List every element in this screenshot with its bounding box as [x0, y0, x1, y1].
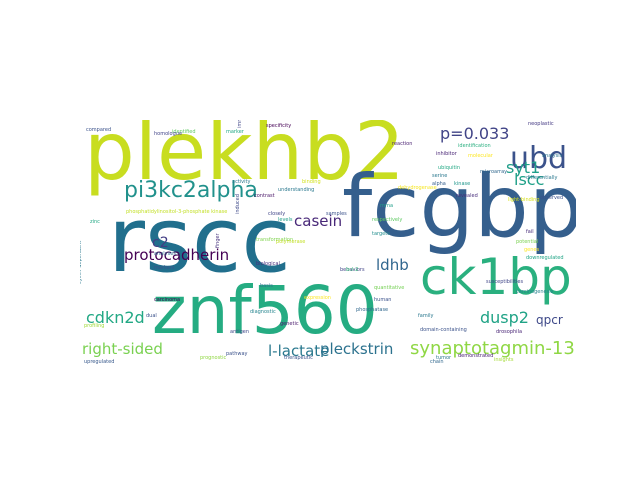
- word-l-lactate: l-lactate: [268, 342, 330, 360]
- word-pathway: pathway: [226, 351, 248, 357]
- word-understanding: understanding: [278, 187, 315, 193]
- word-compared: compared: [86, 127, 112, 133]
- word-induced: induced: [235, 194, 241, 214]
- word-respectively: respectively: [372, 217, 403, 223]
- word-phosphatidylinositol-kinase: phosphatidylinositol-3-phosphate kinase: [126, 209, 228, 215]
- word-observed: observed: [540, 195, 564, 201]
- word-inhibitor: inhibitor: [436, 151, 457, 157]
- word-human: human: [374, 297, 392, 303]
- word-pi3kc2alpha: pi3kc2alpha: [124, 178, 258, 203]
- word-lscc: lscc: [514, 170, 545, 189]
- word-c2: c2: [152, 235, 169, 251]
- word-genetic: genetic: [280, 321, 299, 327]
- word-protocadherin: protocadherin: [124, 246, 230, 264]
- word-ubd: ubd: [510, 141, 568, 176]
- word-susceptibilities: susceptibilities: [486, 279, 524, 285]
- word-finger: finger: [215, 233, 221, 248]
- word-pleckstrin: pleckstrin: [320, 340, 394, 358]
- word-immunohistochemical: immunohistochemical: [237, 120, 243, 128]
- word-tumor: tumor: [436, 355, 452, 361]
- word-activity: activity: [232, 179, 251, 185]
- word-chain: chain: [430, 359, 444, 365]
- word-identified: identified: [172, 129, 196, 135]
- word-cdkn2d: cdkn2d: [86, 308, 145, 327]
- word-ubiquitin: ubiquitin: [438, 165, 460, 171]
- word-levels: levels: [278, 217, 293, 223]
- word-insights: insights: [494, 357, 514, 363]
- word-drosophila: drosophila: [496, 329, 523, 335]
- word-antigen: antigen: [230, 329, 250, 335]
- word-cloud: plekhb2 rscc fcgbp znf560 ck1bp pi3kc2al…: [80, 120, 576, 368]
- word-closely: closely: [268, 211, 286, 217]
- word-ldhb: ldhb: [376, 256, 409, 274]
- word-expression: expression: [304, 295, 331, 301]
- word-p-value: p=0.033: [440, 124, 510, 143]
- word-homologue: homologue: [154, 131, 183, 137]
- word-differentially: differentially: [526, 175, 558, 181]
- word-markers: markers: [154, 265, 175, 271]
- word-marker: marker: [226, 129, 244, 135]
- word-alpha: alpha: [432, 181, 446, 187]
- word-synaptotagmin-13: synaptotagmin-13: [410, 338, 575, 359]
- word-serine: serine: [432, 173, 448, 179]
- word-prognostic: prognostic: [200, 355, 227, 361]
- word-zinc: zinc: [90, 219, 100, 225]
- word-polymerase: polymerase: [276, 239, 306, 245]
- word-dehydrogenase: dehydrogenase: [398, 185, 437, 191]
- word-analysis: analysis: [542, 153, 563, 159]
- word-qpcr: qpcr: [536, 313, 563, 327]
- word-diagnostic: diagnostic: [250, 309, 276, 315]
- word-profiling: profiling: [84, 323, 105, 329]
- word-potential: potential: [516, 239, 539, 245]
- word-plekhb2: plekhb2: [84, 120, 405, 198]
- word-carcinoma: carcinoma: [154, 297, 181, 303]
- word-analyses: analyses: [154, 251, 176, 257]
- word-mrna: mrna: [380, 203, 394, 209]
- word-znf560: znf560: [152, 272, 378, 349]
- word-fcgbp: fcgbp: [342, 157, 576, 257]
- word-targets: targets: [372, 231, 390, 237]
- word-demonstrated: demonstrated: [458, 353, 494, 359]
- word-therapeutic: therapeutic: [284, 355, 313, 361]
- word-binding: binding: [302, 179, 321, 185]
- word-carcinogenesis: carcinogenesis: [516, 289, 554, 295]
- word-dusp2: dusp2: [480, 308, 529, 327]
- word-phosphatase: phosphatase: [356, 307, 389, 313]
- word-domain-containing: domain-containing: [420, 327, 467, 333]
- word-rscc: rscc: [108, 188, 291, 293]
- word-casein: casein: [294, 212, 343, 230]
- word-dual: dual: [146, 313, 157, 319]
- word-identification: identification: [458, 143, 491, 149]
- word-biological: biological: [256, 261, 280, 267]
- word-reaction: reaction: [392, 141, 413, 147]
- word-genes: genes: [524, 247, 540, 253]
- word-bcl-2: bcl-2: [346, 267, 359, 273]
- word-fail: fail: [526, 229, 534, 235]
- word-molecular: molecular: [468, 153, 493, 159]
- word-transformation: transformation: [256, 237, 294, 243]
- word-family: family: [418, 313, 434, 319]
- word-light-binding: light-binding: [508, 197, 540, 203]
- word-quantitative: quantitative: [374, 285, 405, 291]
- word-syt1: syt1: [506, 158, 541, 177]
- word-downregulated: downregulated: [526, 255, 564, 261]
- word-right-sided: right-sided: [82, 340, 163, 358]
- word-cyclin-dependent: cyclin-dependent: [80, 240, 83, 284]
- word-microarray: microarray: [480, 169, 508, 175]
- word-behaviors: behaviors: [340, 267, 365, 273]
- word-samples: samples: [326, 211, 347, 217]
- word-contrast: contrast: [254, 193, 275, 199]
- word-specificity: specificity: [266, 123, 292, 129]
- word-revealed: revealed: [456, 193, 478, 199]
- word-basis: basis: [260, 283, 273, 289]
- word-neoplastic: neoplastic: [528, 121, 554, 127]
- word-upregulated: upregulated: [84, 359, 115, 365]
- word-kinase: kinase: [454, 181, 471, 187]
- word-ck1bp: ck1bp: [420, 248, 572, 306]
